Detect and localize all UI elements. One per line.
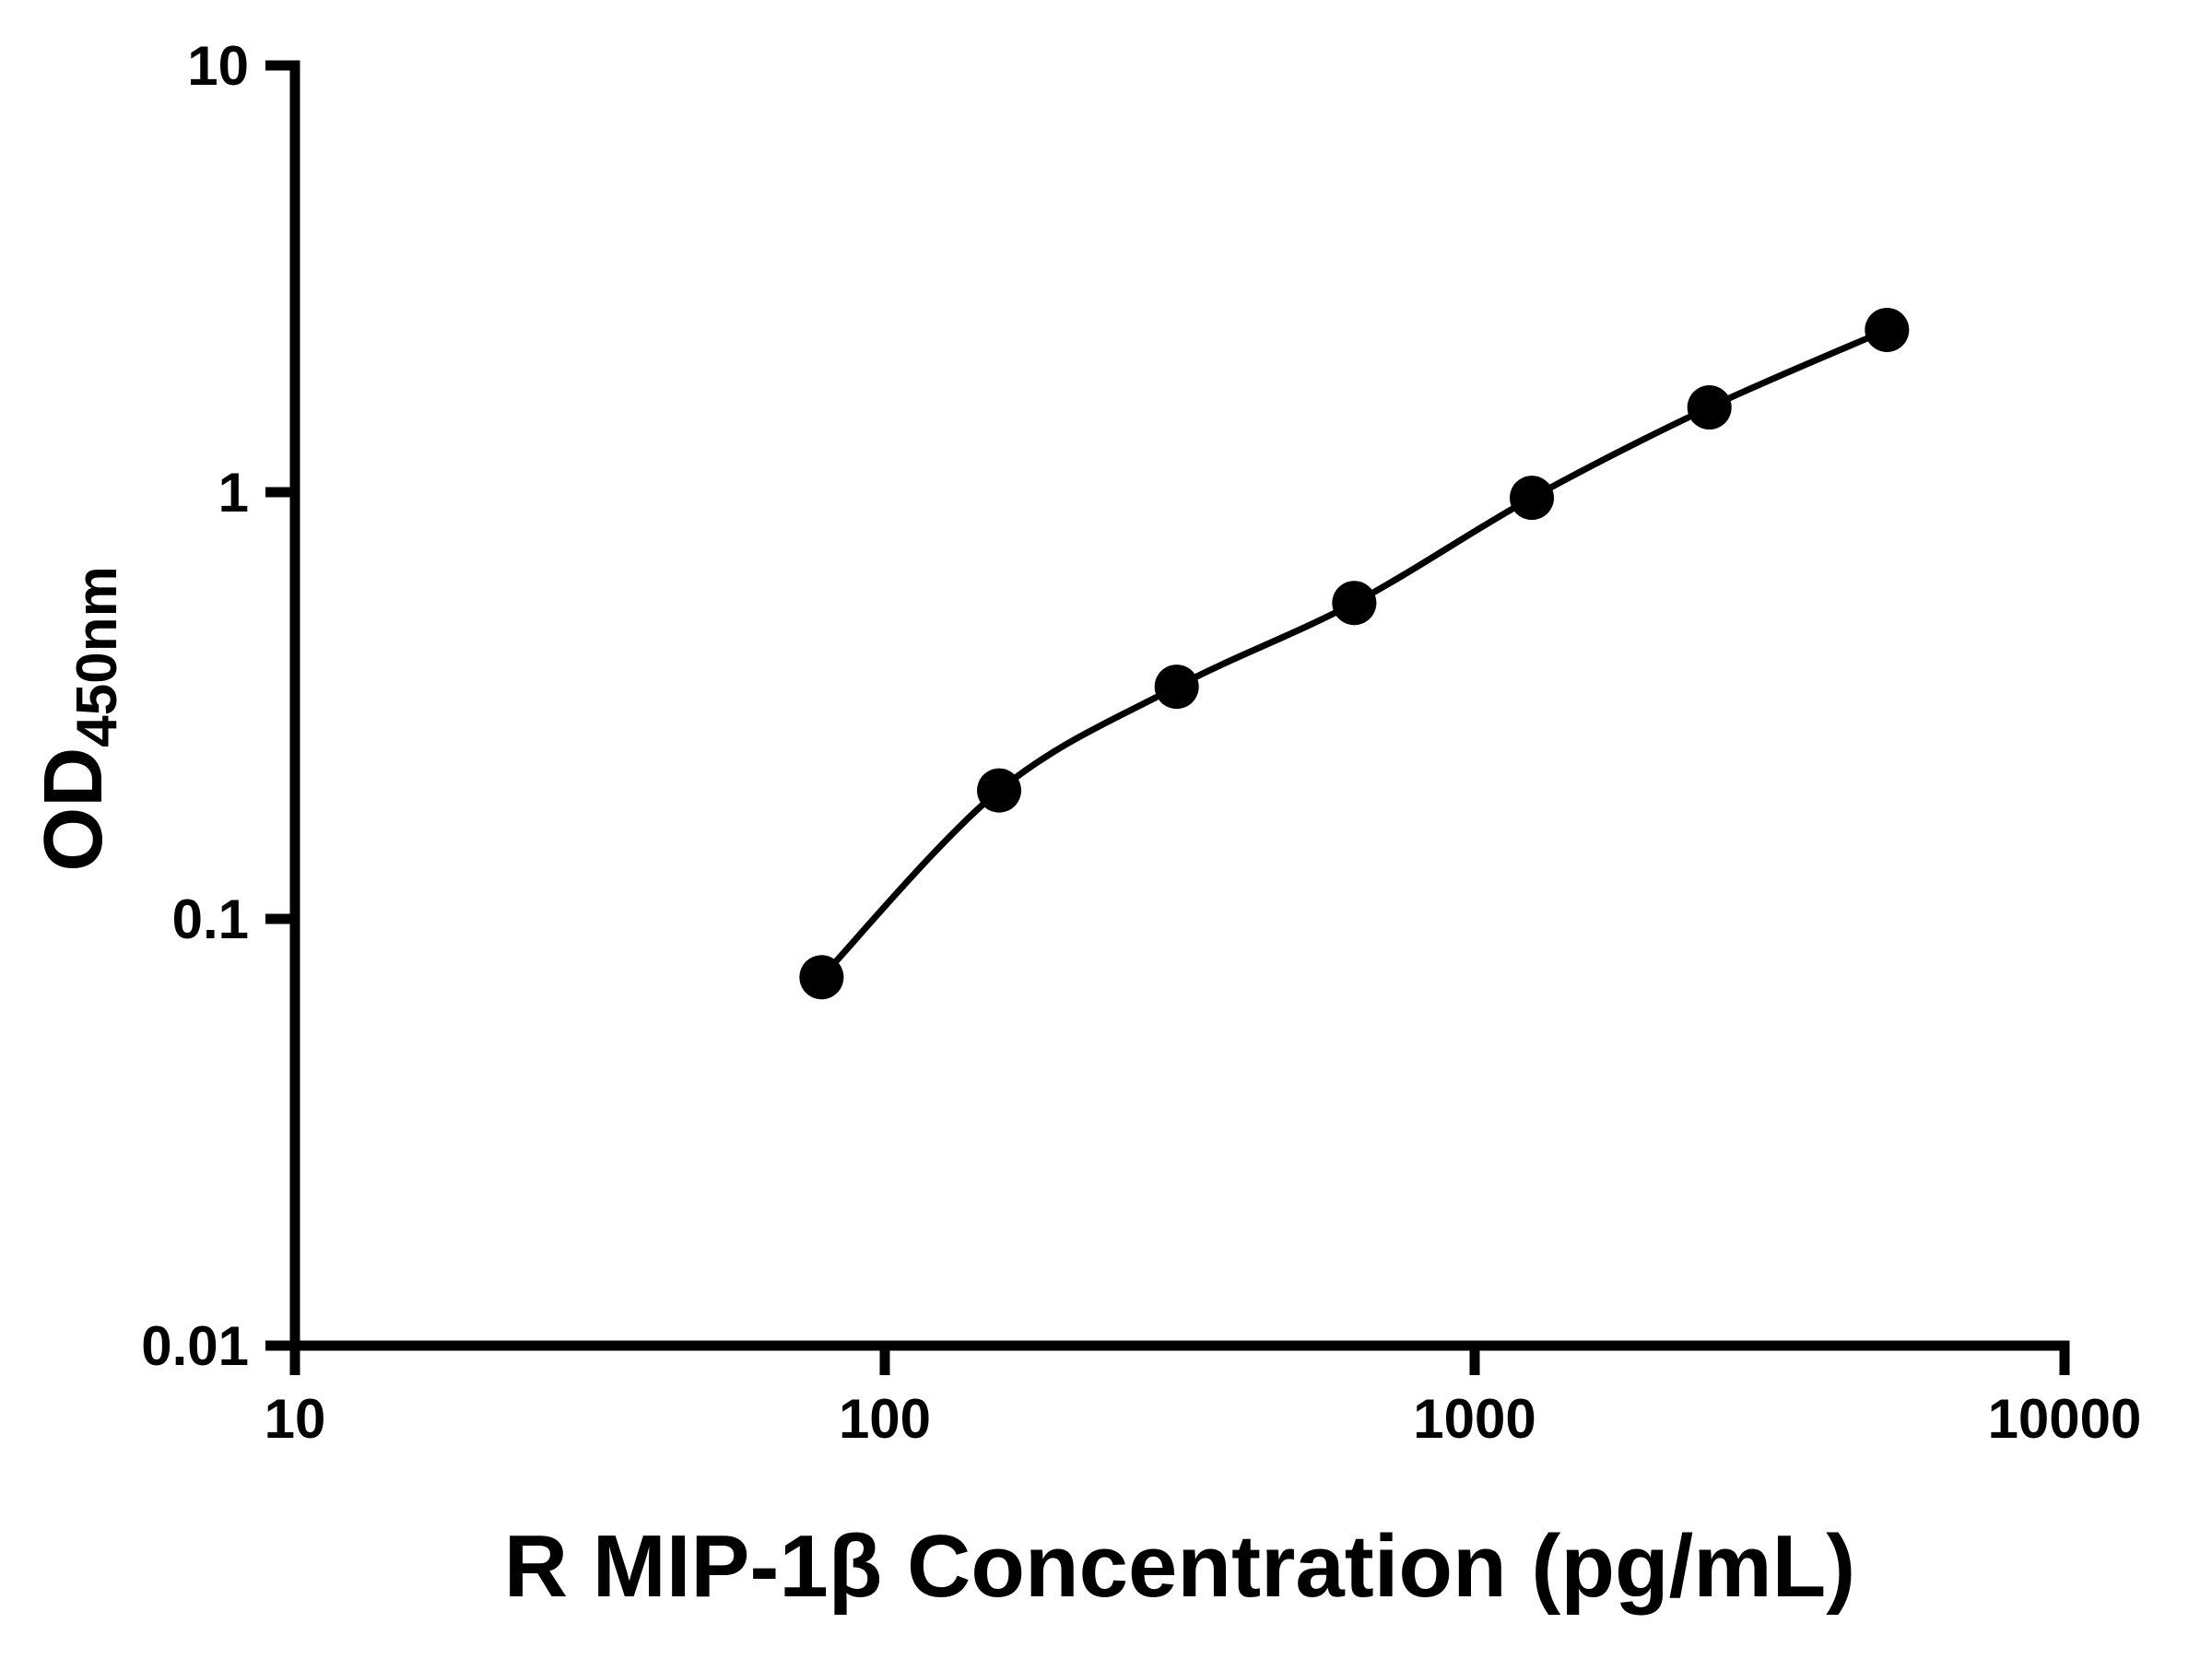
data-point (1154, 665, 1199, 710)
y-axis-title-main: OD (28, 747, 120, 872)
x-tick-label: 100 (839, 1388, 931, 1450)
y-tick-label: 0.01 (141, 1315, 249, 1377)
y-tick-label: 1 (218, 462, 249, 524)
data-point (1332, 581, 1377, 626)
data-point (1687, 385, 1732, 430)
curve-line (818, 326, 1888, 980)
y-axis-title: OD450nm (27, 566, 130, 871)
x-axis-title: R MIP-1β Concentration (pg/mL) (503, 1517, 1856, 1616)
data-point (977, 768, 1022, 813)
x-tick-label: 10000 (1988, 1388, 2142, 1450)
y-tick-label: 10 (187, 35, 249, 97)
x-tick-label: 10 (265, 1388, 326, 1450)
data-point (799, 955, 844, 1000)
data-point (1865, 307, 1910, 352)
y-tick-label: 0.1 (172, 888, 249, 950)
x-tick-label: 1000 (1413, 1388, 1535, 1450)
y-axis-title-subscript: 450nm (65, 566, 129, 747)
data-point (1510, 476, 1555, 521)
